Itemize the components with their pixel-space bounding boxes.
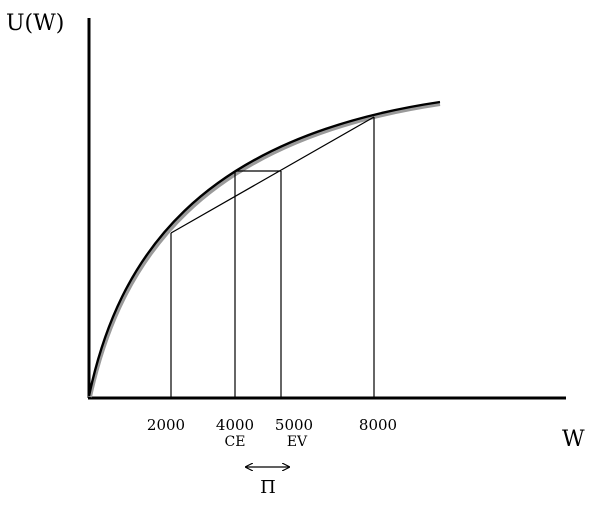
utility-curve-shadow <box>88 102 441 398</box>
ev-label: EV <box>287 434 308 450</box>
x-axis-label: W <box>562 427 585 452</box>
expected-utility-chord <box>170 116 375 234</box>
y-axis-label: U(W) <box>6 11 64 36</box>
tick-label-4000: 4000 <box>216 416 254 434</box>
utility-curve <box>87 100 441 397</box>
risk-premium-label: Π <box>260 477 276 498</box>
tick-label-2000: 2000 <box>147 416 185 434</box>
tick-label-8000: 8000 <box>359 416 397 434</box>
ce-label: CE <box>225 434 246 450</box>
tick-label-5000: 5000 <box>275 416 313 434</box>
